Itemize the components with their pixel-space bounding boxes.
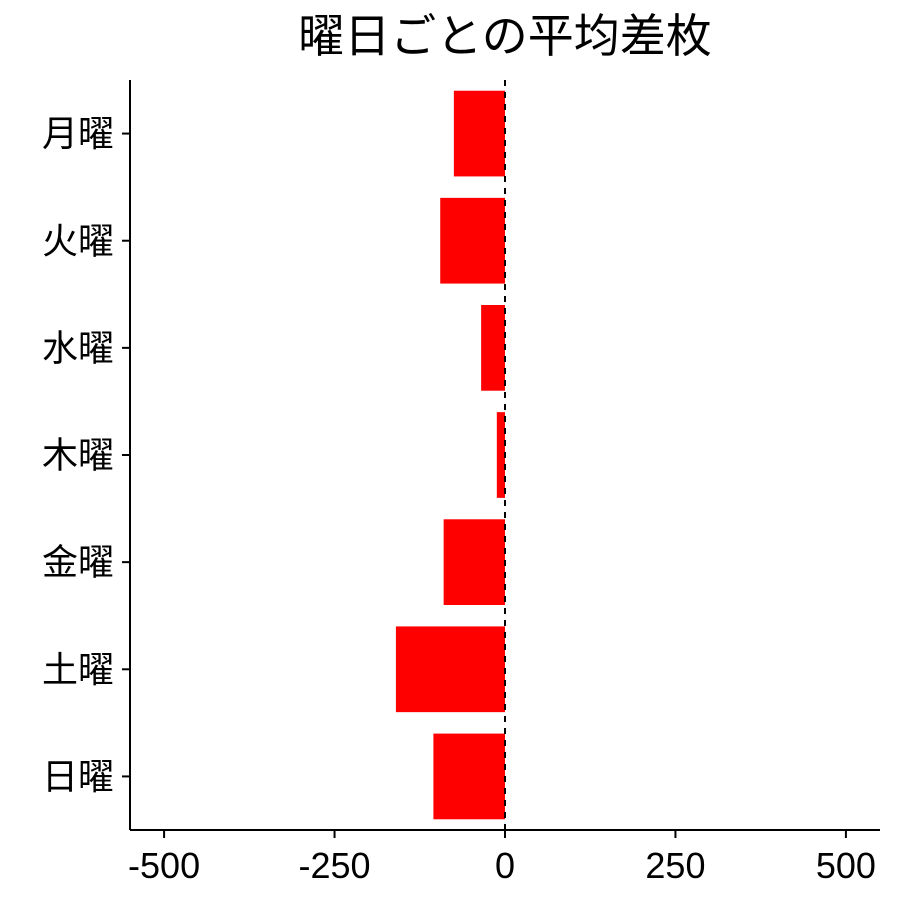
- x-tick-label: -250: [299, 845, 371, 886]
- y-tick-label: 金曜: [42, 542, 114, 583]
- bar-chart: 曜日ごとの平均差枚 -500 -250 0 250 500 月曜火曜水曜木曜金曜土曜日曜: [0, 0, 900, 900]
- bar: [444, 519, 505, 605]
- y-tick-label: 月曜: [42, 113, 114, 154]
- x-tick-label: 0: [495, 845, 515, 886]
- x-tick-label: 500: [816, 845, 876, 886]
- bar: [433, 734, 505, 820]
- x-tick-label: 250: [645, 845, 705, 886]
- bar: [497, 412, 505, 498]
- bar: [396, 626, 505, 712]
- y-tick-label: 木曜: [42, 435, 114, 476]
- y-tick-label: 火曜: [42, 220, 114, 261]
- y-tick-label: 日曜: [42, 756, 114, 797]
- chart-title: 曜日ごとの平均差枚: [298, 10, 712, 62]
- y-tick-label: 土曜: [42, 649, 114, 690]
- y-tick-label: 水曜: [42, 327, 114, 368]
- bar: [454, 91, 505, 177]
- bar: [481, 305, 505, 391]
- x-tick-label: -500: [128, 845, 200, 886]
- chart-container: 曜日ごとの平均差枚 -500 -250 0 250 500 月曜火曜水曜木曜金曜土曜日曜: [0, 0, 900, 900]
- bar: [440, 198, 505, 284]
